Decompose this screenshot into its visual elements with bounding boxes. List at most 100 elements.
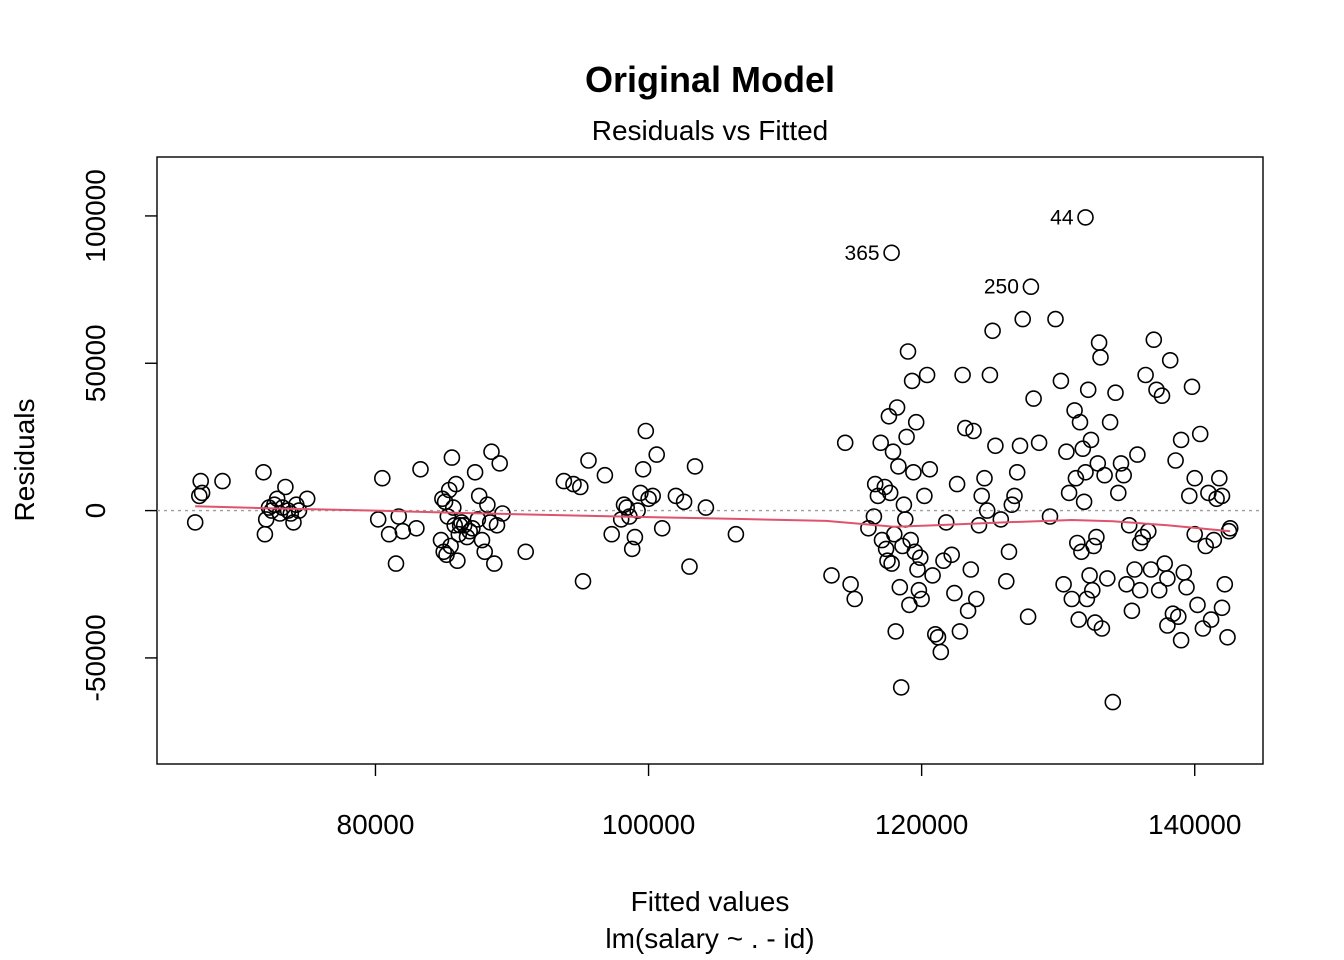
outlier-point	[883, 244, 900, 262]
smooth-line	[195, 505, 1231, 533]
data-point	[580, 452, 597, 469]
data-point	[653, 519, 671, 537]
data-point	[880, 407, 898, 425]
data-point	[1081, 567, 1098, 584]
data-point	[1161, 351, 1179, 369]
data-point	[1183, 378, 1201, 396]
data-point	[881, 484, 899, 502]
data-point	[1069, 534, 1086, 552]
data-point	[1003, 496, 1021, 514]
data-point	[1213, 487, 1231, 505]
points-layer	[186, 209, 1239, 711]
data-point	[898, 428, 915, 446]
data-point	[1052, 372, 1070, 390]
data-point	[887, 623, 905, 640]
data-point	[1070, 611, 1087, 628]
data-point	[836, 434, 854, 452]
data-point	[186, 514, 204, 531]
data-point	[629, 502, 646, 519]
data-point	[1047, 310, 1064, 328]
data-point	[860, 519, 877, 537]
data-point	[290, 502, 308, 519]
chart-subtitle: Residuals vs Fitted	[592, 115, 829, 146]
data-point	[866, 475, 884, 493]
data-point	[1099, 570, 1116, 587]
data-point	[943, 546, 961, 564]
data-point	[1112, 455, 1130, 472]
data-point	[1205, 531, 1223, 549]
data-point	[648, 446, 666, 463]
data-point	[1172, 631, 1190, 649]
data-point	[992, 511, 1010, 528]
data-point	[1030, 434, 1048, 452]
data-point	[1058, 443, 1075, 461]
data-point	[911, 549, 929, 567]
data-point	[965, 422, 982, 440]
data-point	[1101, 413, 1119, 431]
data-point	[618, 499, 636, 516]
data-point	[277, 478, 294, 496]
data-point	[697, 499, 715, 516]
y-tick-label: 100000	[80, 169, 111, 262]
data-point	[466, 463, 484, 481]
data-point	[1156, 555, 1173, 572]
data-point	[978, 502, 996, 519]
data-point	[483, 443, 500, 461]
data-point	[970, 516, 988, 534]
data-point	[1194, 620, 1212, 637]
data-point	[884, 443, 902, 461]
data-point	[842, 575, 859, 593]
data-point	[1085, 537, 1102, 555]
data-point	[285, 514, 302, 531]
data-point	[1123, 602, 1141, 620]
chart-title: Original Model	[585, 59, 835, 100]
data-point	[681, 558, 698, 575]
data-point	[879, 552, 896, 570]
data-point	[1075, 493, 1093, 511]
data-point	[1088, 528, 1105, 546]
data-point	[883, 555, 900, 572]
data-point	[632, 484, 649, 502]
data-point	[1131, 581, 1149, 599]
x-axis-sublabel: lm(salary ~ . - id)	[605, 923, 814, 954]
data-point	[675, 493, 693, 511]
data-point	[981, 366, 999, 384]
data-point	[846, 590, 864, 608]
data-point	[1025, 390, 1042, 407]
data-point	[1150, 581, 1168, 599]
data-point	[877, 540, 895, 558]
data-point	[476, 543, 494, 561]
data-point	[255, 463, 272, 481]
outlier-label: 250	[984, 276, 1019, 299]
data-point	[1110, 484, 1127, 502]
data-point	[634, 460, 652, 478]
data-point	[910, 581, 928, 599]
data-point	[1063, 590, 1081, 608]
outlier-label: 365	[845, 242, 880, 265]
data-point	[976, 469, 993, 487]
data-point	[1107, 384, 1124, 402]
data-point	[626, 528, 644, 546]
data-point	[916, 487, 933, 505]
data-point	[905, 463, 922, 481]
data-point	[1090, 334, 1108, 351]
data-point	[447, 475, 465, 493]
data-point	[906, 543, 924, 561]
data-point	[491, 455, 509, 472]
data-point	[865, 508, 883, 525]
data-point	[1118, 575, 1135, 593]
data-point	[1170, 608, 1187, 626]
data-point	[959, 602, 977, 620]
data-point	[872, 434, 890, 452]
outlier-point	[1022, 278, 1040, 296]
data-point	[637, 422, 655, 440]
data-point	[256, 525, 274, 543]
data-point	[895, 496, 913, 514]
data-point	[282, 505, 300, 522]
data-point	[408, 519, 425, 537]
data-point	[1126, 561, 1143, 578]
data-point	[1202, 611, 1220, 628]
data-point	[455, 516, 473, 534]
data-point	[924, 567, 941, 584]
data-point	[1060, 484, 1078, 502]
